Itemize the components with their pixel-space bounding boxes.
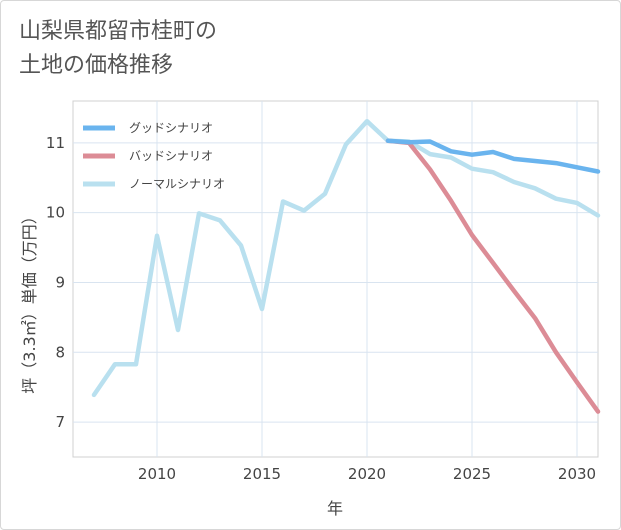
legend-label: ノーマルシナリオ: [129, 177, 225, 191]
x-axis-title: 年: [327, 499, 343, 518]
y-tick-label: 7: [55, 413, 65, 431]
series-line-normal: [91, 118, 601, 398]
legend-label: バッドシナリオ: [129, 149, 213, 163]
y-tick-label: 9: [55, 273, 65, 291]
x-tick-label: 2015: [243, 465, 281, 483]
series-lines: [91, 118, 601, 414]
y-axis-title: 坪（3.3㎡）単価（万円）: [20, 208, 39, 393]
x-tick-label: 2025: [453, 465, 491, 483]
x-axis-ticks: 2010 2015 2020 2025 2030: [138, 465, 596, 483]
y-tick-label: 8: [55, 343, 65, 361]
page-title: 山梨県都留市桂町の 土地の価格推移: [19, 19, 218, 78]
legend-label: グッドシナリオ: [129, 121, 213, 135]
x-tick-label: 2010: [138, 465, 176, 483]
series-line-bad: [385, 138, 601, 414]
x-tick-label: 2020: [348, 465, 386, 483]
x-tick-label: 2030: [558, 465, 596, 483]
y-tick-label: 11: [46, 134, 65, 152]
series-line-good: [385, 138, 601, 174]
y-tick-label: 10: [46, 204, 65, 222]
plot-area: [72, 100, 599, 458]
y-axis-ticks: 7 8 9 10 11: [46, 134, 65, 431]
